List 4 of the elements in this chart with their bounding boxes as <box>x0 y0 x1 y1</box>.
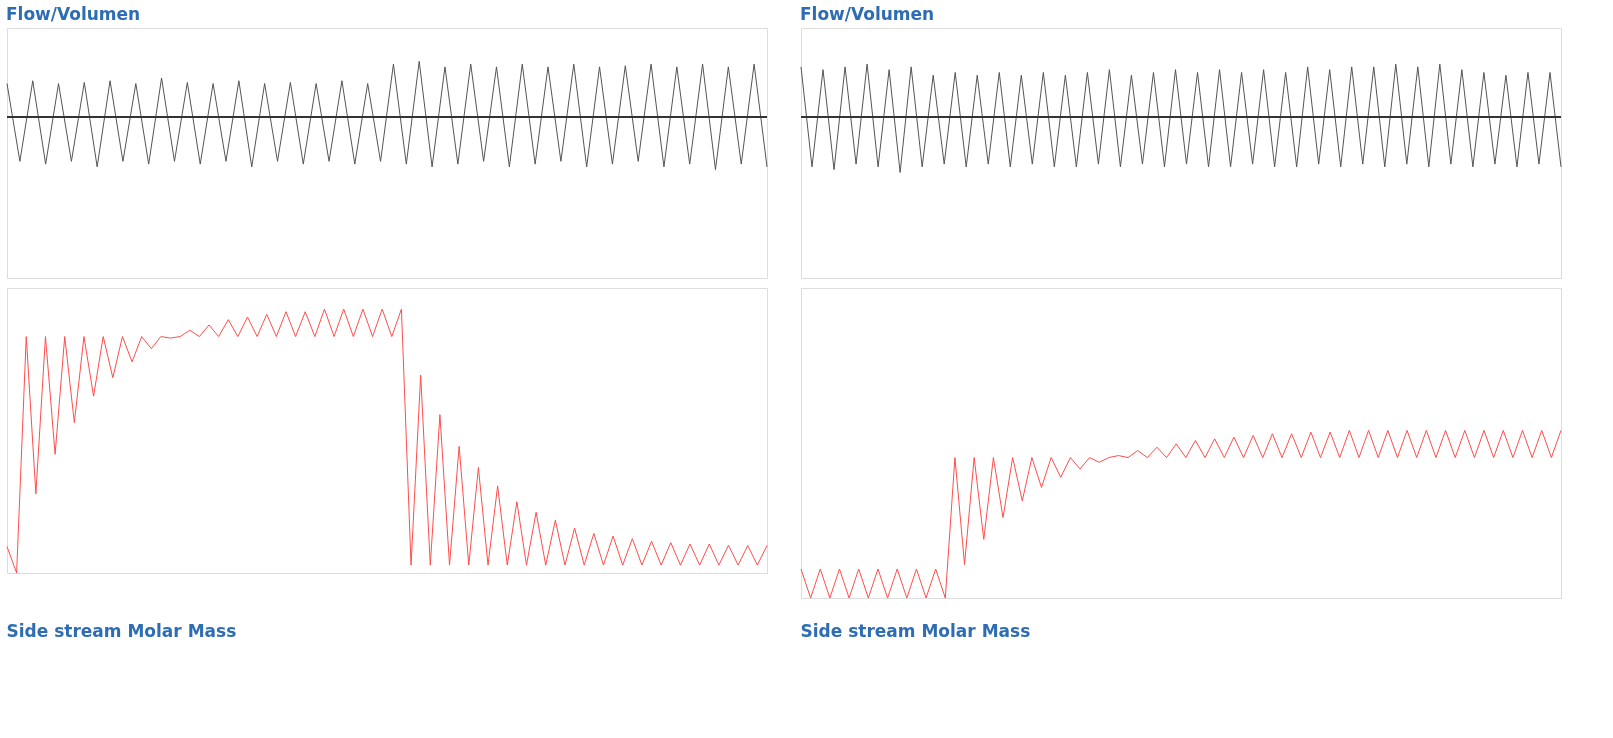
chart-title: Flow/Volumen <box>800 4 935 24</box>
chart-title: Flow/Volumen <box>6 4 141 24</box>
text: Side stream Molar Mass <box>800 620 1031 641</box>
text: Side stream Molar Mass <box>6 620 237 641</box>
